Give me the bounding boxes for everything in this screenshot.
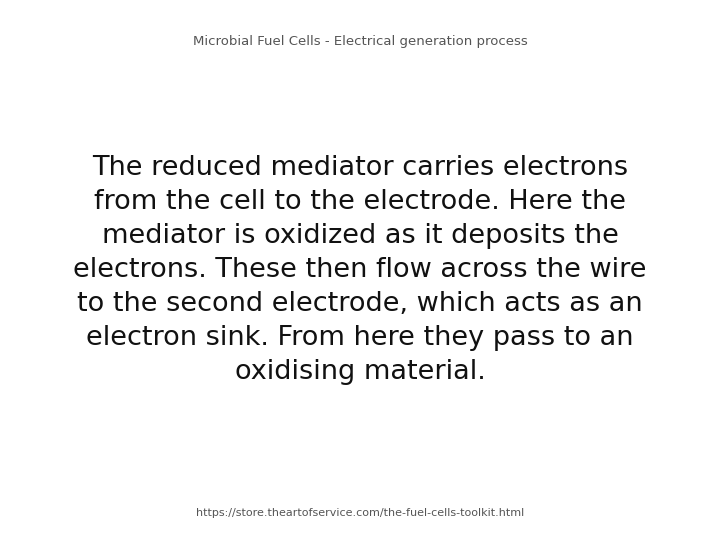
Text: https://store.theartofservice.com/the-fuel-cells-toolkit.html: https://store.theartofservice.com/the-fu… (196, 508, 524, 518)
Text: Microbial Fuel Cells - Electrical generation process: Microbial Fuel Cells - Electrical genera… (193, 35, 527, 48)
Text: The reduced mediator carries electrons
from the cell to the electrode. Here the
: The reduced mediator carries electrons f… (73, 155, 647, 385)
